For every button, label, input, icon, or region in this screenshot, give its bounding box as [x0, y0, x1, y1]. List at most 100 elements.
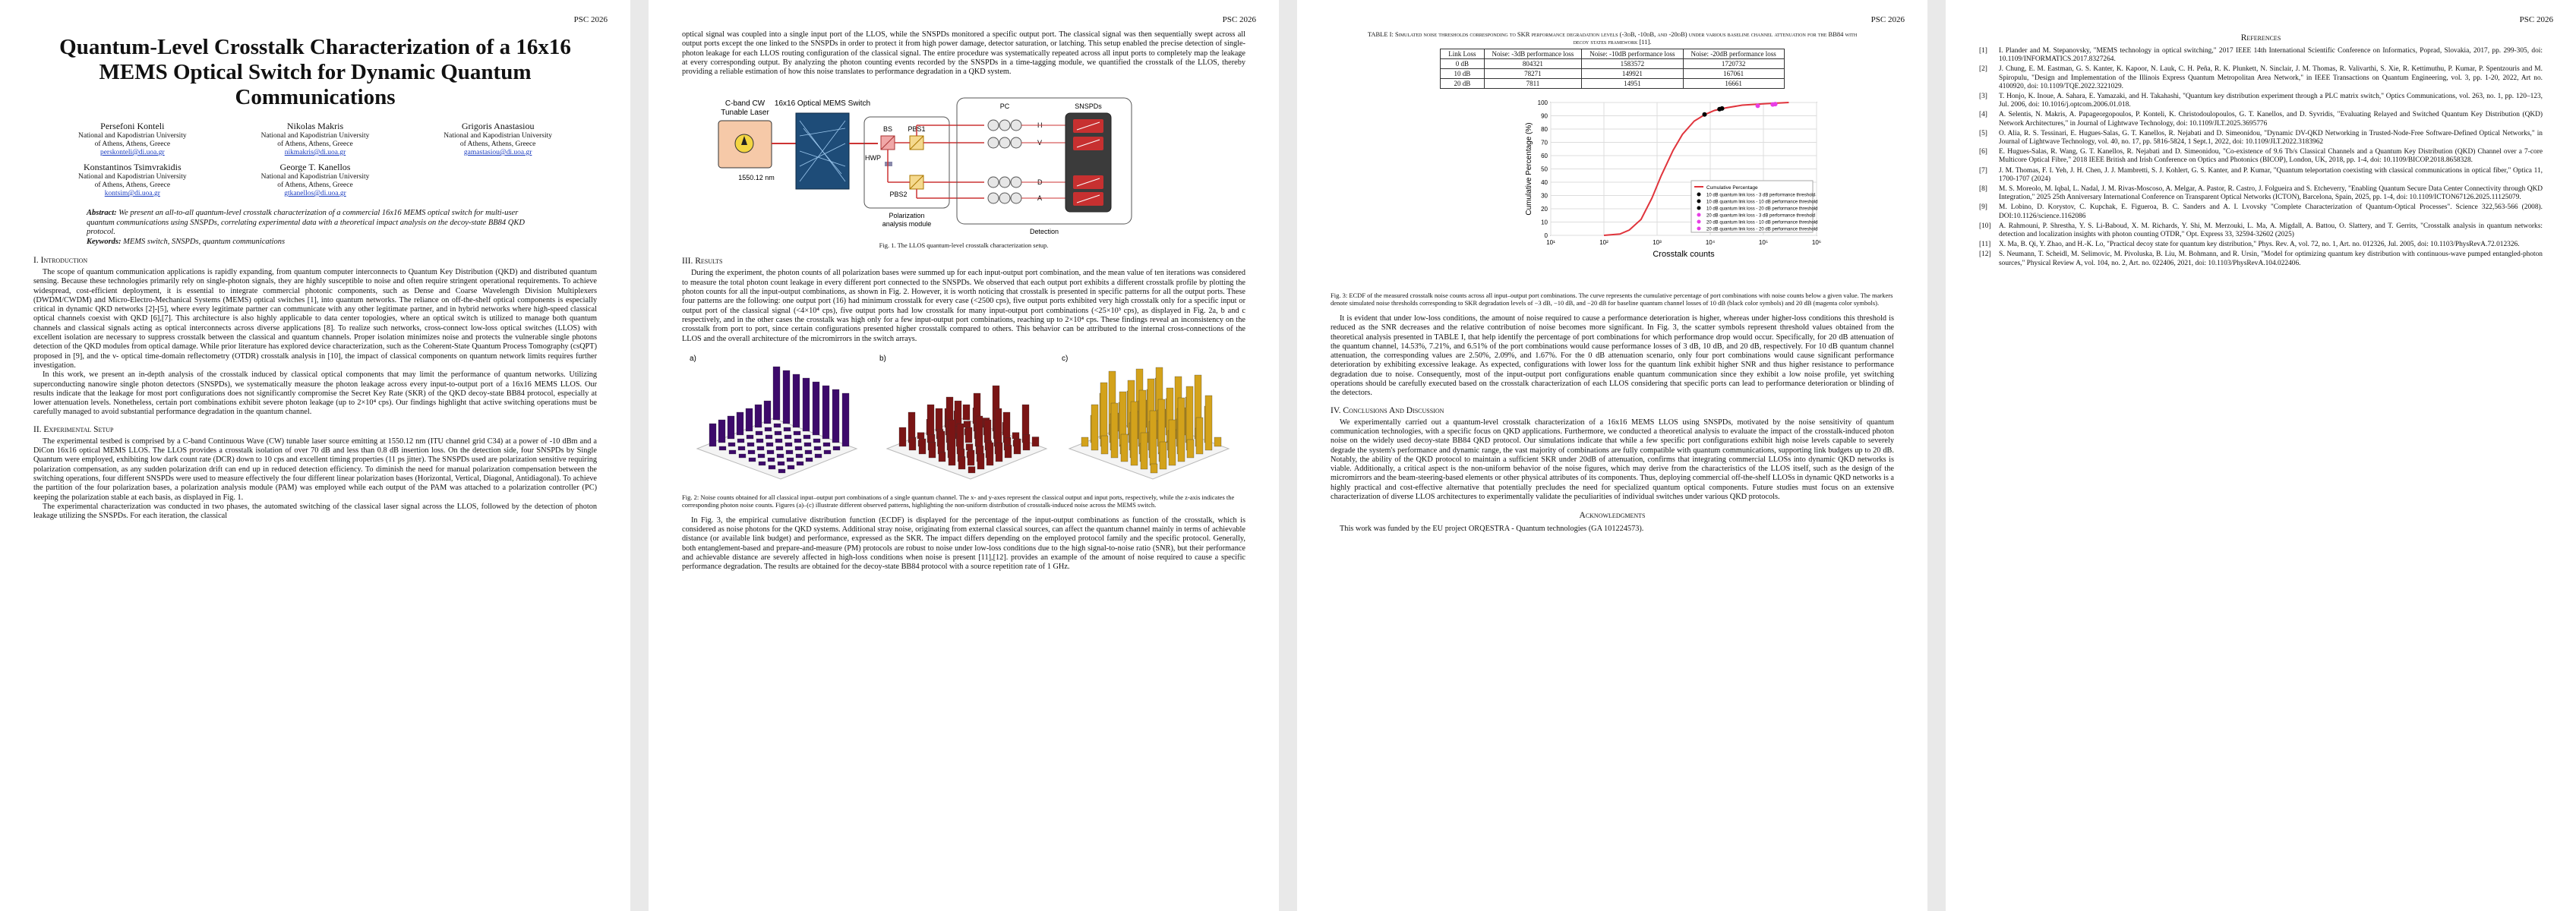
reference-item: [2] J. Chung, E. M. Eastman, G. S. Kanter…: [1979, 65, 2543, 90]
author-1: Persefoni Konteli National and Kapodistri…: [41, 121, 224, 157]
author-block: Persefoni Konteli National and Kapodistri…: [41, 121, 589, 198]
reference-item: [1] I. Plander and M. Stepanovsky, "MEMS …: [1979, 47, 2543, 64]
page-3: PSC 2026 TABLE I: Simulated noise thresh…: [1297, 0, 1927, 911]
y-tick-label: 60: [1541, 153, 1548, 159]
bar3d-column: [986, 442, 994, 466]
y-tick-label: 70: [1541, 140, 1548, 147]
svg-text:Detection: Detection: [1030, 228, 1059, 235]
x-tick-label: 10⁵: [1759, 239, 1768, 246]
x-axis-label: Crosstalk counts: [1653, 250, 1715, 259]
author-email[interactable]: gamastasiou@di.uoa.gr: [463, 149, 532, 156]
bar3d-column: [728, 449, 737, 455]
ecdf-chart: 0 10 20 30 40 50 60 70 80 90 100 10¹ 10² 10³ 10⁴ 10⁵ 10⁶…: [1525, 99, 1821, 259]
bar3d-column: [738, 453, 747, 459]
x-tick-label: 10³: [1653, 239, 1662, 246]
bar3d-column: [737, 446, 746, 451]
bar3d-column: [983, 419, 992, 443]
author-email[interactable]: kontsim@di.uoa.gr: [104, 190, 160, 197]
bar3d-column: [796, 461, 804, 466]
svg-text:analysis module: analysis module: [882, 220, 932, 228]
paragraph: During the experiment, the photon counts…: [682, 269, 1245, 343]
reference-list: [1] I. Plander and M. Stepanovsky, "MEMS …: [1979, 47, 2543, 268]
bar3d-column: [822, 442, 831, 447]
y-tick-label: 40: [1541, 179, 1548, 186]
references-heading: References: [2240, 33, 2281, 43]
bar3d-column: [962, 404, 971, 421]
page-header: PSC 2026: [573, 15, 608, 24]
y-axis-label: Cumulative Percentage (%): [1525, 122, 1533, 215]
bar3d-column: [802, 377, 810, 432]
y-tick-label: 10: [1541, 219, 1548, 226]
bar3d-column: [814, 453, 822, 459]
author-2: Nikolas Makris National and Kapodistrian …: [224, 121, 407, 157]
laser-label-2: Tunable Laser: [721, 109, 769, 117]
figure-1-setup: C-band CW Tunable Laser 1550.12 nm 16x16…: [682, 83, 1245, 250]
bar3d-column: [792, 374, 800, 428]
author-4: Konstantinos Tsimvrakidis National and Ka…: [41, 162, 224, 198]
author-email[interactable]: nikmakris@di.uoa.gr: [284, 149, 346, 156]
bar3d-column: [963, 421, 971, 428]
bar3d-column: [785, 449, 794, 455]
acknowledgments-heading: Acknowledgments: [1579, 511, 1646, 521]
bar3d-column: [937, 430, 945, 455]
paragraph: We experimentally carried out a quantum-…: [1331, 418, 1894, 502]
bar3d-column: [773, 423, 781, 428]
bar3d-column: [958, 456, 966, 470]
section-heading: III. Results: [682, 257, 723, 266]
bar3d-column: [794, 446, 803, 451]
bar3d-column: [784, 434, 792, 440]
y-tick-label: 90: [1541, 113, 1548, 120]
bar3d-column: [918, 438, 927, 455]
bar3d-column: [965, 443, 974, 451]
bar3d-column: [782, 370, 791, 424]
bar3d-column: [1012, 432, 1020, 440]
svg-text:HWP: HWP: [865, 154, 881, 162]
threshold-marker: [1719, 106, 1725, 111]
figure-3-caption: Fig. 3: ECDF of the measured crosstalk n…: [1331, 292, 1893, 307]
page-2: PSC 2026 optical signal was coupled into…: [649, 0, 1279, 911]
bar3d-column: [928, 441, 936, 459]
table-row: 20 dB 7811 14951 16661: [1440, 78, 1785, 89]
bar3d-column: [754, 404, 762, 428]
paragraph: The scope of quantum communication appli…: [33, 268, 597, 370]
bar3d-column: [746, 434, 754, 440]
bar3d-column: [1081, 437, 1089, 447]
author-3: Grigoris Anastasiou National and Kapodist…: [406, 121, 589, 157]
table-header: Link Loss: [1440, 49, 1485, 59]
bar3d-column: [964, 427, 973, 443]
author-email[interactable]: perskonteli@di.uoa.gr: [99, 149, 165, 156]
y-tick-label: 0: [1545, 232, 1548, 239]
bar3d-column: [1149, 410, 1157, 466]
bar3d-column: [1177, 397, 1185, 462]
bar3d-column: [803, 434, 811, 440]
author-email[interactable]: gtkanellos@di.uoa.gr: [284, 190, 346, 197]
bar3d-column: [1031, 437, 1040, 447]
section-heading: II. Experimental Setup: [33, 424, 114, 434]
bar3d-column: [832, 389, 840, 443]
bar3d-column: [727, 415, 735, 440]
bar3d-column: [772, 366, 781, 421]
bar3d-column: [757, 453, 766, 459]
svg-text:b): b): [879, 355, 886, 363]
legend-entry: 20 dB quantum link loss - 20 dB performa…: [1706, 228, 1817, 232]
table-header: Noise: -10dB performance loss: [1581, 49, 1684, 59]
reference-item: [7] J. M. Thomas, F. I. Yeh, J. H. Chen, …: [1979, 166, 2543, 183]
legend-entry: 10 dB quantum link loss - 10 dB performa…: [1706, 200, 1817, 205]
svg-text:SNSPDs: SNSPDs: [1075, 102, 1102, 110]
chart-legend: Cumulative Percentage 10 dB quantum link …: [1690, 180, 1817, 233]
bar3d-column: [736, 411, 744, 436]
bar3d-column: [1110, 402, 1119, 459]
bar3d-column: [938, 452, 946, 462]
paragraph: The experimental testbed is comprised by…: [33, 437, 597, 502]
reference-item: [11] X. Ma, B. Qi, Y. Zhao, and H.-K. Lo,…: [1979, 241, 2520, 249]
bar3d-column: [775, 438, 783, 443]
setup-diagram: C-band CW Tunable Laser 1550.12 nm 16x16…: [718, 97, 1132, 235]
bar3d-column: [764, 427, 772, 432]
bar3d-column: [718, 419, 726, 443]
bar3d-column: [795, 453, 803, 459]
page-header: PSC 2026: [1222, 15, 1256, 24]
svg-text:c): c): [1062, 355, 1068, 363]
y-tick-label: 20: [1541, 206, 1548, 213]
svg-text:Polarization: Polarization: [889, 212, 924, 219]
bar3d-column: [968, 466, 976, 474]
